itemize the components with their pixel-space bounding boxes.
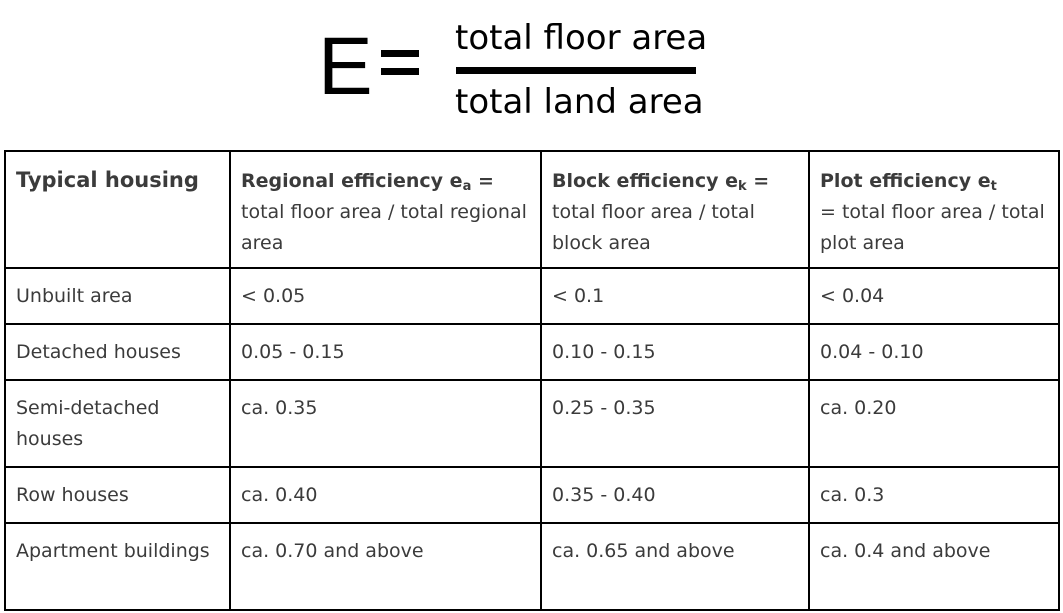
table-header-row: Typical housing Regional efficiency ea =… [4, 150, 1060, 269]
header-plot-efficiency: Plot efficiency et = total floor area / … [808, 150, 1060, 269]
block-efficiency-cell: 0.25 - 0.35 [540, 379, 810, 468]
plot-efficiency-cell: < 0.04 [808, 267, 1060, 325]
housing-efficiency-table: Typical housing Regional efficiency ea =… [4, 150, 1060, 611]
table-row: Apartment buildings ca. 0.70 and above c… [4, 522, 1060, 611]
block-efficiency-cell: 0.10 - 0.15 [540, 323, 810, 381]
equals-bar-bottom [381, 68, 419, 75]
header-block-efficiency: Block efficiency ek = total floor area /… [540, 150, 810, 269]
block-efficiency-cell: ca. 0.65 and above [540, 522, 810, 611]
plot-efficiency-cell: ca. 0.20 [808, 379, 1060, 468]
header-definition: = total floor area / total plot area [820, 201, 1045, 254]
regional-efficiency-cell: < 0.05 [229, 267, 542, 325]
housing-type-cell: Apartment buildings [4, 522, 231, 611]
efficiency-formula: E total floor area total land area [0, 0, 1063, 140]
block-efficiency-cell: < 0.1 [540, 267, 810, 325]
header-equals: = [746, 170, 770, 192]
plot-efficiency-cell: 0.04 - 0.10 [808, 323, 1060, 381]
table-row: Semi-detached houses ca. 0.35 0.25 - 0.3… [4, 379, 1060, 468]
table-row: Unbuilt area < 0.05 < 0.1 < 0.04 [4, 267, 1060, 325]
header-equals: = [471, 170, 494, 192]
header-label: Block efficiency e [552, 170, 738, 192]
formula-denominator: total land area [455, 82, 704, 122]
regional-efficiency-cell: 0.05 - 0.15 [229, 323, 542, 381]
plot-efficiency-cell: ca. 0.4 and above [808, 522, 1060, 611]
header-regional-efficiency: Regional efficiency ea = total floor are… [229, 150, 542, 269]
regional-efficiency-cell: ca. 0.35 [229, 379, 542, 468]
equals-sign [381, 44, 419, 78]
header-definition: total floor area / total regional area [241, 201, 527, 254]
table-row: Row houses ca. 0.40 0.35 - 0.40 ca. 0.3 [4, 466, 1060, 524]
formula-lhs: E [318, 21, 373, 112]
header-label: Regional efficiency e [241, 170, 463, 192]
header-definition: total floor area / total block area [552, 201, 755, 254]
formula-numerator: total floor area [455, 18, 708, 58]
header-typical-housing: Typical housing [4, 150, 231, 269]
header-label: Plot efficiency e [820, 170, 991, 192]
housing-type-cell: Row houses [4, 466, 231, 524]
housing-type-cell: Unbuilt area [4, 267, 231, 325]
equals-bar-top [381, 50, 419, 57]
housing-type-cell: Detached houses [4, 323, 231, 381]
header-subscript: t [990, 179, 997, 194]
plot-efficiency-cell: ca. 0.3 [808, 466, 1060, 524]
block-efficiency-cell: 0.35 - 0.40 [540, 466, 810, 524]
header-label: Typical housing [16, 168, 199, 192]
header-subscript: k [737, 179, 747, 194]
regional-efficiency-cell: ca. 0.40 [229, 466, 542, 524]
regional-efficiency-cell: ca. 0.70 and above [229, 522, 542, 611]
table-row: Detached houses 0.05 - 0.15 0.10 - 0.15 … [4, 323, 1060, 381]
header-subscript: a [462, 179, 472, 194]
housing-type-cell: Semi-detached houses [4, 379, 231, 468]
fraction-bar [456, 67, 696, 74]
